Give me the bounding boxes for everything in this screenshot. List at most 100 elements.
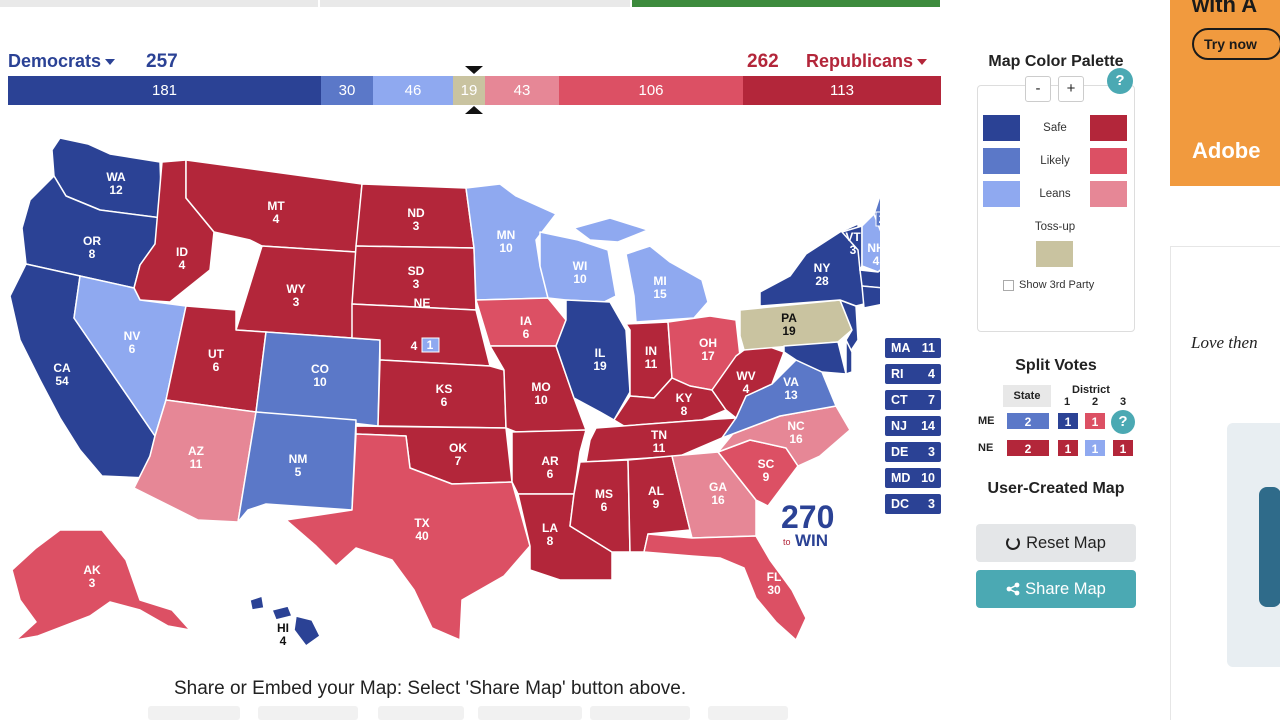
state-mi[interactable] [625,245,709,323]
small-state-md[interactable]: MD 10 [885,468,941,488]
state-tx[interactable] [285,433,531,641]
democrats-dropdown[interactable]: Democrats [8,51,116,72]
split-ne-d3[interactable]: 1 [1112,439,1134,457]
label-nm: NM 5 [289,452,308,479]
state-tn[interactable] [585,417,737,463]
third-party-checkbox[interactable] [1003,280,1014,291]
label-tx: TX 40 [414,516,429,543]
label-ca: CA 54 [53,361,71,388]
label-mt: MT 4 [267,199,285,226]
label-nc: NC 16 [787,419,805,446]
share-icon [1006,582,1020,596]
label-va: VA 13 [783,375,799,402]
swatch-tossup[interactable] [1036,241,1073,267]
state-nm[interactable] [237,411,357,523]
share-option-button[interactable] [590,706,690,720]
small-state-dc[interactable]: DC 3 [885,494,941,514]
top-strip-green[interactable] [632,0,940,7]
small-state-abbr: MA [891,341,911,355]
state-fl[interactable] [643,533,807,641]
state-ak[interactable] [11,529,191,641]
share-option-button[interactable] [478,706,582,720]
state-de[interactable] [845,339,853,375]
split-me-d1[interactable]: 1 [1057,412,1079,430]
small-state-ev: 10 [921,471,935,485]
state-hi[interactable] [249,595,321,647]
reset-map-button[interactable]: Reset Map [976,524,1136,562]
share-option-button[interactable] [148,706,240,720]
split-ne-label: NE [978,442,994,454]
small-state-abbr: CT [891,393,908,407]
palette-leans-label: Leans [1039,188,1071,200]
ne-district-box[interactable] [421,337,440,353]
split-d3-header: 3 [1120,396,1127,408]
republicans-dropdown[interactable]: Republicans [806,51,928,72]
split-district-header: District [1072,384,1110,396]
label-tn: TN 11 [651,428,667,455]
ad-banner-bottom[interactable]: Love then [1170,246,1280,720]
share-map-label: Share Map [1025,580,1106,598]
label-ky: KY 8 [676,391,693,418]
palette-help-icon[interactable]: ? [1107,68,1133,94]
split-me-label: ME [978,415,995,427]
swatch-safe-d[interactable] [983,115,1020,141]
label-ga: GA 16 [709,480,727,507]
label-oh: OH 17 [699,336,717,363]
split-help-icon[interactable]: ? [1111,410,1135,434]
label-co: CO 10 [311,362,329,389]
state-mn[interactable] [465,183,557,301]
label-pa: PA 19 [781,311,797,338]
state-nh[interactable] [861,213,880,273]
swatch-lean-r[interactable] [1090,181,1127,207]
split-ne-state[interactable]: 2 [1006,439,1050,457]
state-ct[interactable] [861,285,880,309]
small-state-ct[interactable]: CT 7 [885,390,941,410]
small-state-de[interactable]: DE 3 [885,442,941,462]
small-state-nj[interactable]: NJ 14 [885,416,941,436]
share-option-button[interactable] [258,706,358,720]
split-ne-d1[interactable]: 1 [1057,439,1079,457]
label-al: AL 9 [648,484,664,511]
palette-safe-label: Safe [1043,122,1067,134]
republicans-label: Republicans [806,51,914,71]
state-mi-up[interactable] [573,217,649,243]
swatch-likely-r[interactable] [1090,148,1127,174]
top-strip-left [0,0,318,7]
dem-total: 257 [146,51,178,72]
label-ok: OK 7 [449,441,467,468]
label-fl: FL 30 [767,570,782,597]
split-me-state[interactable]: 2 [1006,412,1050,430]
tally-bar: 181 30 46 19 43 106 113 [8,76,941,105]
small-state-ma[interactable]: MA 11 [885,338,941,358]
share-option-button[interactable] [708,706,788,720]
reset-map-label: Reset Map [1026,534,1106,552]
label-me-d1: 2 [879,212,880,226]
zoom-in-button[interactable]: + [1058,76,1084,102]
ad-try-now-button[interactable]: Try now [1192,28,1280,60]
swatch-lean-d[interactable] [983,181,1020,207]
chevron-down-icon [105,59,116,66]
label-la: LA 8 [542,521,558,548]
share-map-button[interactable]: Share Map [976,570,1136,608]
label-az: AZ 11 [188,444,204,471]
label-wi: WI 10 [573,259,588,286]
us-electoral-map: WA 12 OR 8 CA 54 ID 4 NV 6 MT 4 WY 3 UT 6 AZ 11 C… [9,137,880,648]
state-md[interactable] [783,341,847,375]
ad-banner-top[interactable]: with A Try now Adobe [1170,0,1280,186]
label-ne: NE 4 [411,296,431,353]
swatch-safe-r[interactable] [1090,115,1127,141]
label-nv: NV 6 [124,329,141,356]
share-option-button[interactable] [378,706,464,720]
label-wa: WA 12 [106,170,126,197]
state-il[interactable] [555,299,631,421]
ad-brand: Adobe [1192,138,1261,163]
tally-tossup: 19 [453,76,485,105]
swatch-likely-d[interactable] [983,148,1020,174]
zoom-out-button[interactable]: - [1025,76,1051,102]
split-ne-d2[interactable]: 1 [1084,439,1106,457]
state-vt[interactable] [841,225,863,271]
split-me-d2[interactable]: 1 [1084,412,1106,430]
me-district-box-1[interactable] [875,211,880,227]
small-state-ri[interactable]: RI 4 [885,364,941,384]
small-state-ev: 14 [921,419,935,433]
